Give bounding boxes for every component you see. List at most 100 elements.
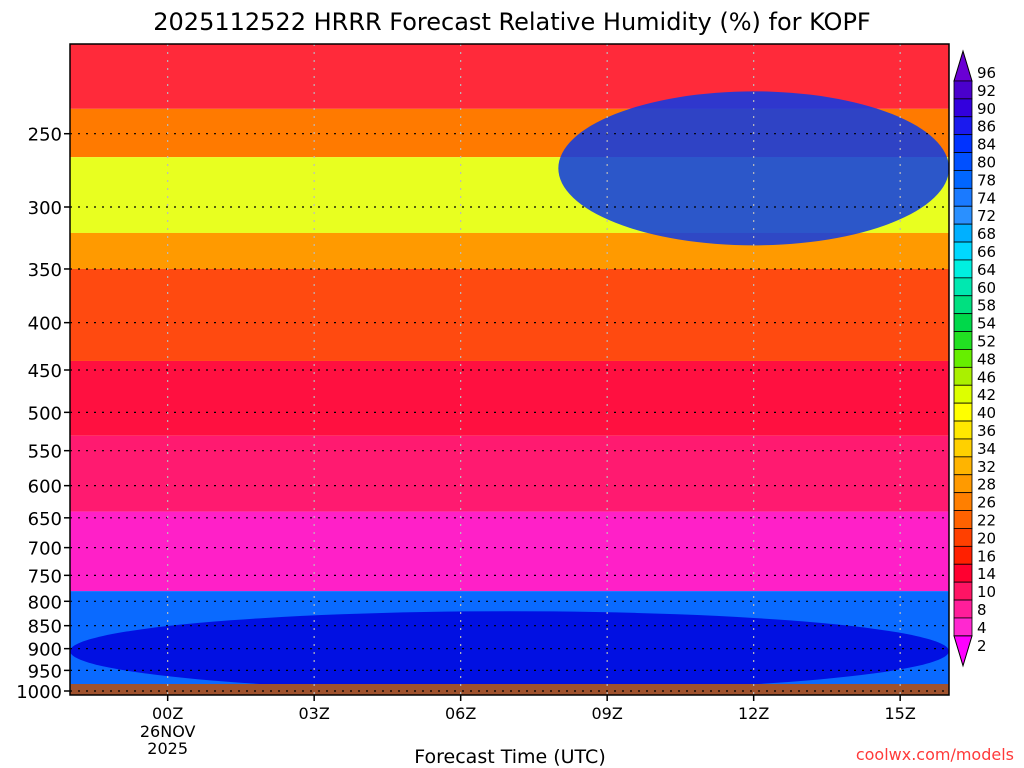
y-tick-label: 500 — [28, 403, 62, 424]
y-tick-label: 700 — [28, 539, 62, 560]
chart-title: 2025112522 HRRR Forecast Relative Humidi… — [153, 8, 870, 36]
colorbar-label: 86 — [977, 118, 996, 136]
colorbar-label: 14 — [977, 565, 996, 583]
colorbar-label: 54 — [977, 315, 996, 333]
y-tick-label: 350 — [28, 260, 62, 281]
colorbar-cell — [953, 116, 973, 136]
colorbar-cell — [953, 170, 973, 189]
colorbar-label: 64 — [977, 261, 996, 279]
rh-band-4 — [70, 268, 949, 361]
y-tick-label: 550 — [28, 442, 62, 463]
y-tick-label: 450 — [28, 361, 62, 382]
colorbar-label: 2 — [977, 637, 987, 655]
rh-feature-1 — [70, 611, 949, 691]
colorbar-cell — [953, 205, 973, 225]
y-tick-label: 950 — [28, 661, 62, 682]
colorbar-label: 36 — [977, 422, 996, 440]
colorbar-label: 92 — [977, 82, 996, 100]
colorbar-label: 96 — [977, 64, 996, 82]
colorbar-label: 72 — [977, 207, 996, 225]
colorbar-label: 42 — [977, 386, 996, 404]
watermark: coolwx.com/models — [856, 745, 1014, 764]
x-tick-label: 15Z — [885, 704, 916, 723]
colorbar-cell — [953, 635, 973, 668]
colorbar-cell — [953, 402, 973, 422]
colorbar-label: 58 — [977, 297, 996, 315]
x-tick-label: 00Z — [152, 704, 183, 723]
colorbar-cell — [953, 223, 973, 243]
colorbar-cell — [953, 510, 973, 529]
colorbar-cell — [953, 98, 973, 118]
colorbar-cell — [953, 581, 973, 601]
colorbar-cell — [953, 313, 973, 332]
rh-band-5 — [70, 360, 949, 436]
colorbar-cell — [953, 563, 973, 583]
colorbar-label: 60 — [977, 279, 996, 297]
colorbar-cell — [953, 331, 973, 350]
colorbar-cell — [953, 187, 973, 207]
colorbar-label: 78 — [977, 171, 996, 189]
colorbar-cell — [953, 259, 973, 279]
colorbar-cell — [953, 545, 973, 565]
colorbar-cell — [953, 438, 973, 458]
x-tick-label: 06Z — [445, 704, 476, 723]
colorbar-label: 26 — [977, 494, 996, 512]
colorbar-cell — [953, 599, 973, 619]
colorbar-cell — [953, 528, 973, 547]
colorbar-cell — [953, 492, 973, 511]
colorbar-label: 80 — [977, 154, 996, 172]
colorbar-label: 40 — [977, 404, 996, 422]
x-tick-sublabel: 26NOV — [140, 722, 196, 741]
y-tick-label: 750 — [28, 566, 62, 587]
colorbar-label: 10 — [977, 583, 996, 601]
colorbar-cell — [953, 134, 973, 153]
y-tick-label: 600 — [28, 477, 62, 498]
colorbar-label: 84 — [977, 136, 996, 154]
colorbar-cell — [953, 295, 973, 315]
y-tick-label: 850 — [28, 617, 62, 638]
colorbar-cell — [953, 617, 973, 637]
colorbar-label: 90 — [977, 100, 996, 118]
colorbar-cell — [953, 366, 973, 386]
rh-band-6 — [70, 435, 949, 512]
colorbar-cell — [953, 474, 973, 494]
colorbar-cell — [953, 456, 973, 476]
colorbar-cell — [953, 384, 973, 404]
colorbar-label: 48 — [977, 350, 996, 368]
x-tick-sublabel: 2025 — [147, 739, 188, 758]
colorbar-label: 66 — [977, 243, 996, 261]
rh-band-7 — [70, 511, 949, 592]
colorbar-label: 4 — [977, 619, 987, 637]
colorbar-cell — [953, 349, 973, 368]
plot-area — [70, 44, 949, 695]
rh-feature-0 — [558, 91, 949, 246]
colorbar-label: 32 — [977, 458, 996, 476]
x-axis-title: Forecast Time (UTC) — [414, 746, 605, 768]
colorbar-cell — [953, 277, 973, 297]
colorbar-label: 28 — [977, 476, 996, 494]
x-tick-label: 03Z — [299, 704, 330, 723]
x-tick-label: 09Z — [592, 704, 623, 723]
ground-strip — [70, 684, 949, 695]
colorbar-label: 74 — [977, 189, 996, 207]
colorbar-label: 46 — [977, 368, 996, 386]
colorbar-label: 34 — [977, 440, 996, 458]
y-tick-label: 650 — [28, 509, 62, 530]
colorbar-label: 22 — [977, 512, 996, 530]
colorbar-label: 16 — [977, 547, 996, 565]
y-axis: 2503003504004505005506006507007508008509… — [16, 125, 70, 703]
y-tick-label: 300 — [28, 198, 62, 219]
colorbar-label: 8 — [977, 601, 987, 619]
colorbar-cell — [953, 80, 973, 100]
colorbar-cell — [953, 49, 973, 82]
y-tick-label: 250 — [28, 125, 62, 146]
colorbar-cell — [953, 420, 973, 440]
x-tick-label: 12Z — [738, 704, 769, 723]
colorbar-label: 20 — [977, 529, 996, 547]
y-tick-label: 900 — [28, 640, 62, 661]
colorbar-cell — [953, 241, 973, 261]
colorbar: 9692908684807874726866646058545248464240… — [953, 49, 996, 668]
y-tick-label: 1000 — [16, 682, 62, 703]
